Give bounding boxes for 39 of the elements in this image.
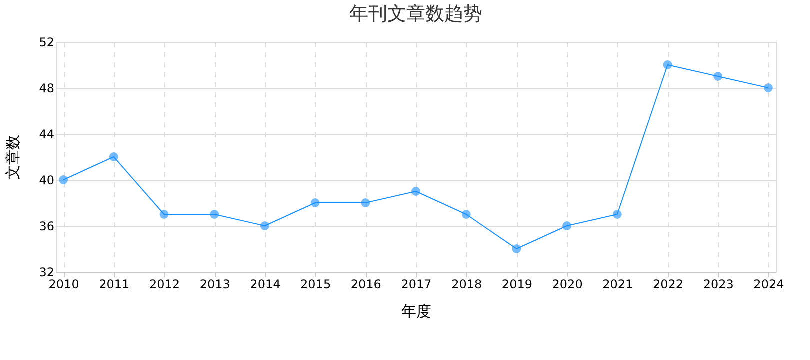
point (361, 198, 370, 208)
x-tick-label: 2021 (602, 278, 634, 292)
x-tick-label: 2016 (350, 278, 382, 292)
x-tick-label: 2019 (502, 278, 532, 292)
y-tick-label: 36 (39, 220, 54, 234)
x-tick-label: 2010 (48, 278, 80, 292)
point (412, 187, 420, 196)
x-tick-label: 2012 (149, 278, 180, 292)
x-tick-label: 2015 (300, 278, 332, 292)
point (714, 72, 723, 81)
x-tick-label: 2011 (99, 278, 130, 292)
point (59, 176, 68, 184)
x-tick-label: 2024 (754, 278, 784, 292)
x-tick-label: 2022 (652, 278, 684, 292)
y-tick-label: 44 (39, 128, 54, 142)
point (562, 222, 572, 230)
point (764, 84, 773, 92)
point (663, 60, 672, 70)
x-tick-label: 2013 (200, 278, 230, 292)
x-tick-label: 2023 (703, 278, 734, 292)
point (210, 210, 220, 219)
x-tick-label: 2017 (401, 278, 432, 292)
x-tick-label: 2014 (250, 278, 281, 292)
y-tick-label: 32 (39, 266, 54, 280)
point (109, 152, 118, 162)
y-axis-title: 文章数 (4, 135, 22, 180)
point (260, 222, 270, 230)
y-tick-label: 48 (39, 82, 54, 96)
point (160, 210, 169, 219)
x-tick-label: 2018 (452, 278, 482, 292)
point (512, 244, 522, 254)
point (310, 198, 320, 208)
x-axis-title: 年度 (402, 302, 432, 320)
y-tick-label: 40 (39, 174, 54, 188)
point (612, 210, 622, 219)
x-tick-label: 2020 (552, 278, 583, 292)
chart-title: 年刊文章数趋势 (350, 3, 482, 25)
point (462, 210, 471, 219)
y-tick-label: 52 (39, 36, 54, 50)
